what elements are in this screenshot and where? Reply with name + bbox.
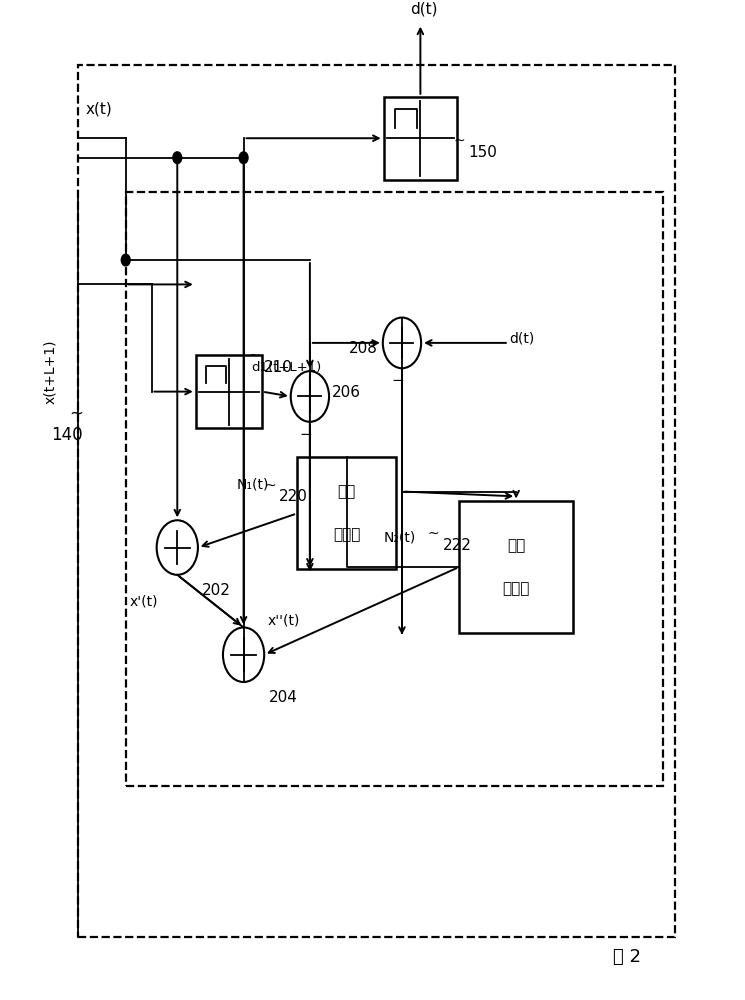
Bar	[459, 501, 573, 633]
Text: N₂(t): N₂(t)	[384, 531, 416, 545]
Circle shape	[239, 152, 248, 164]
Text: 数字: 数字	[507, 538, 525, 553]
Bar	[77, 65, 674, 937]
Text: x(t): x(t)	[85, 102, 112, 117]
Text: ~: ~	[264, 478, 276, 492]
Bar	[297, 457, 396, 569]
Bar	[384, 97, 457, 180]
Text: 206: 206	[332, 385, 361, 400]
Text: ~: ~	[454, 134, 465, 148]
Circle shape	[173, 152, 182, 164]
Text: 图 2: 图 2	[612, 948, 641, 966]
Text: 滤波器: 滤波器	[502, 581, 530, 596]
Text: x''(t): x''(t)	[268, 614, 300, 628]
Text: ~: ~	[69, 404, 83, 422]
Bar	[196, 355, 262, 428]
Text: 220: 220	[279, 489, 308, 504]
Text: x(t+L+1): x(t+L+1)	[43, 340, 57, 404]
Text: d(t): d(t)	[509, 331, 534, 345]
Text: 208: 208	[349, 341, 378, 356]
Text: 滤波器: 滤波器	[333, 527, 361, 542]
Text: d(t): d(t)	[410, 2, 438, 17]
Text: 150: 150	[469, 145, 497, 160]
Text: −: −	[299, 427, 312, 442]
Bar	[126, 192, 664, 786]
Text: 数字: 数字	[337, 484, 356, 499]
Text: x'(t): x'(t)	[130, 594, 159, 608]
Text: d1(t+L+1): d1(t+L+1)	[251, 361, 321, 374]
Text: N₁(t): N₁(t)	[237, 477, 269, 491]
Text: 202: 202	[203, 583, 231, 598]
Text: 140: 140	[51, 426, 83, 444]
Text: 204: 204	[269, 690, 297, 705]
Text: −: −	[391, 373, 404, 388]
Text: 210: 210	[264, 360, 292, 375]
Circle shape	[121, 254, 130, 266]
Text: ~: ~	[428, 527, 440, 541]
Text: 222: 222	[443, 538, 472, 553]
Text: ~: ~	[249, 349, 261, 363]
